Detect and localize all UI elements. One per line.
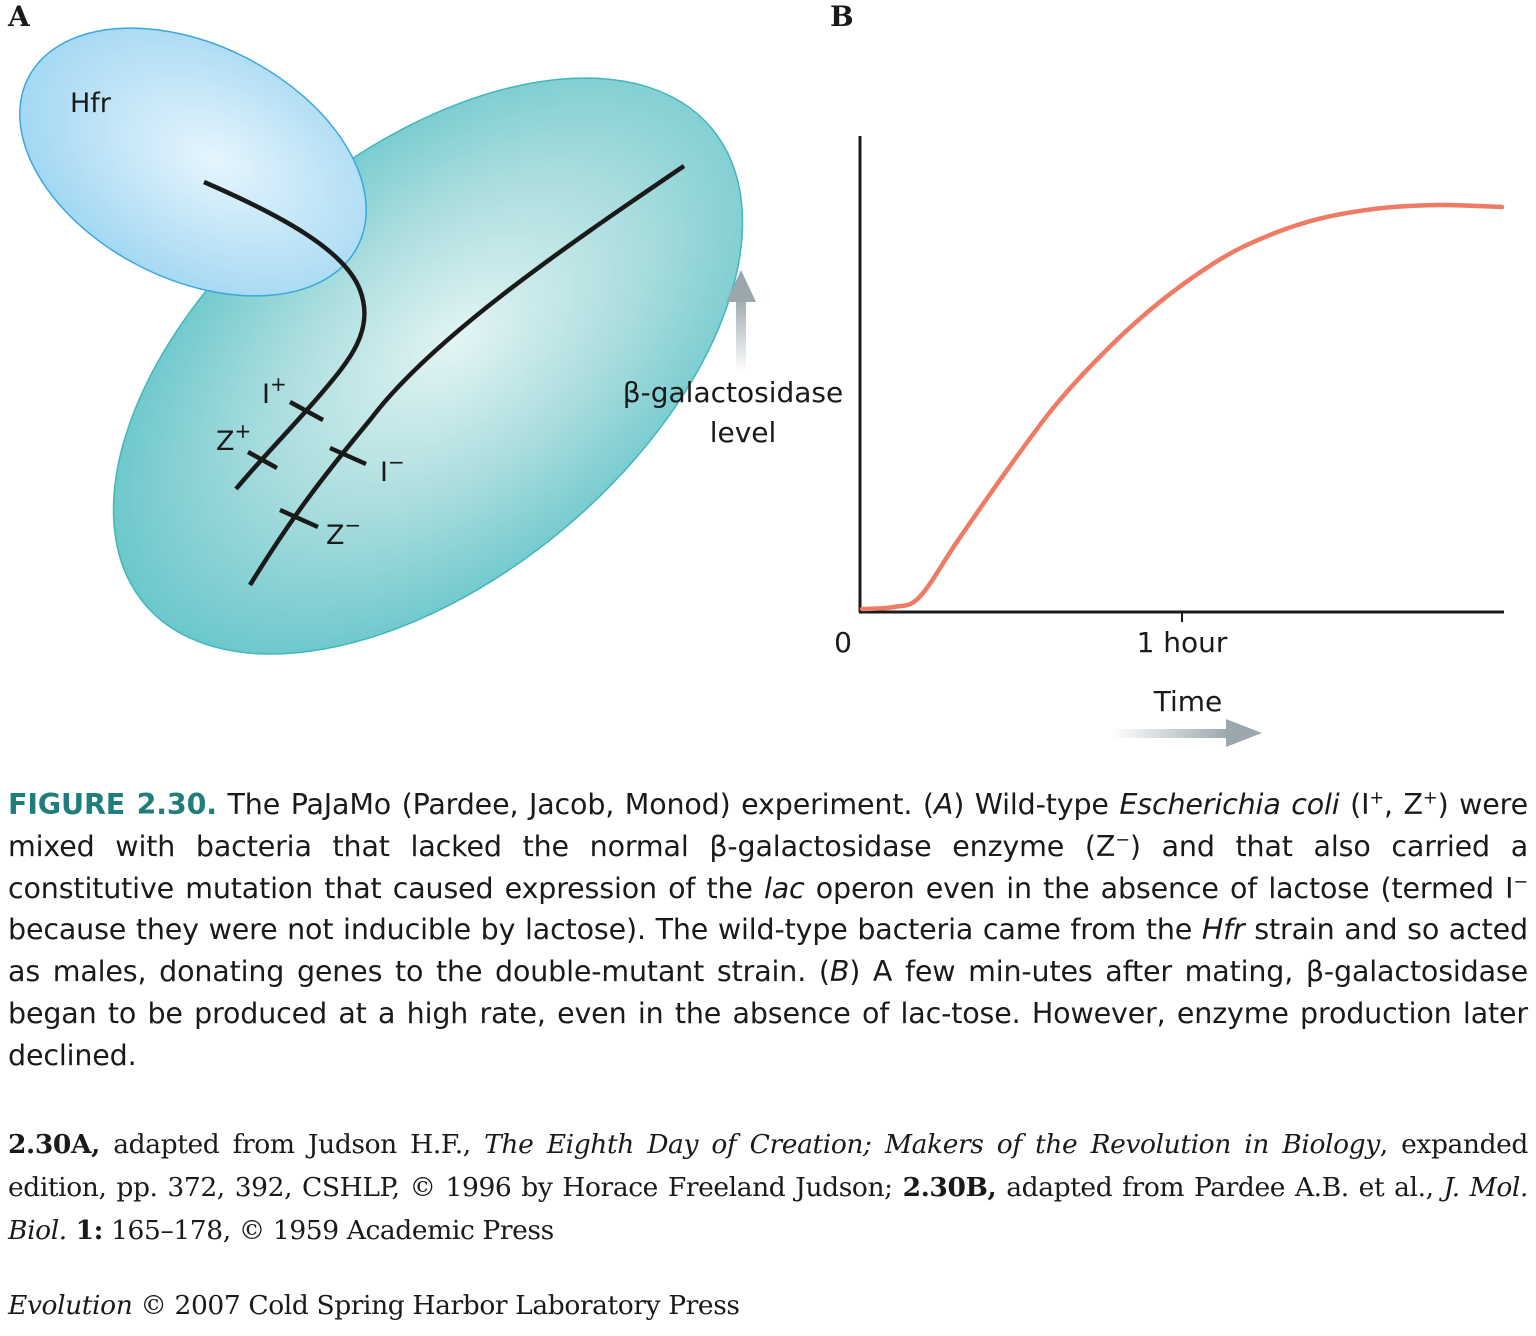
caption-superscript: +	[1369, 788, 1385, 809]
x-axis-arrow-head	[1226, 719, 1262, 747]
caption-text: ) were mixed with bacteria that lacked t…	[8, 788, 1528, 863]
caption-text: (I	[1339, 788, 1370, 821]
series-line-beta-galactosidase	[859, 202, 1505, 612]
x-axis-arrow-shaft	[1112, 729, 1230, 738]
caption-italic-species: Escherichia coli	[1119, 788, 1340, 821]
caption-italic-hfr: Hfr	[1201, 913, 1245, 947]
z-minus-label: Z−	[326, 513, 361, 551]
caption-italic-a: A	[933, 788, 954, 821]
panel-a-letter: A	[7, 0, 31, 33]
caption-text: ) A few min-utes after mating, β-galacto…	[8, 955, 1528, 1072]
i-plus-label: I+	[262, 372, 287, 410]
caption-superscript: −	[1513, 872, 1528, 893]
z-plus-label: Z+	[216, 419, 251, 457]
recipient-chromosome	[248, 164, 686, 587]
i-minus-tick	[329, 445, 367, 467]
z-plus-tick	[246, 450, 279, 470]
caption-text: ) Wild-type	[953, 788, 1120, 821]
y-axis-label-line2: level	[710, 416, 777, 449]
panel-b-letter: B	[830, 0, 854, 33]
copyright-footer: Evolution © 2007 Cold Spring Harbor Labo…	[8, 1290, 740, 1321]
i-plus-tick	[288, 400, 325, 422]
figure-caption: FIGURE 2.30. The PaJaMo (Pardee, Jacob, …	[8, 784, 1528, 1077]
credit-text: adapted from Pardee A.B. et al.,	[996, 1172, 1444, 1203]
caption-text: ) and that also carried a constitutive m…	[8, 829, 1529, 905]
figure-credit: 2.30A, adapted from Judson H.F., The Eig…	[8, 1123, 1528, 1252]
caption-text: The PaJaMo (Pardee, Jacob, Monod) experi…	[216, 788, 934, 821]
donor-dna-strand	[203, 179, 367, 491]
credit-text: 165–178, © 1959 Academic Press	[103, 1215, 554, 1246]
caption-text: operon even in the absence of lactose (t…	[804, 871, 1514, 905]
figure-label: FIGURE 2.30.	[8, 788, 217, 821]
footer-book-title: Evolution	[8, 1290, 133, 1321]
hfr-donor-cell	[19, 27, 367, 297]
credit-journal-title: J. Mol. Biol.	[8, 1172, 1529, 1246]
caption-superscript: +	[1422, 788, 1438, 809]
credit-volume: 1:	[66, 1215, 104, 1246]
caption-italic-b: B	[829, 955, 850, 989]
caption-text: because they were not inducible by lacto…	[8, 913, 1202, 947]
credit-bold-a: 2.30A,	[8, 1129, 100, 1160]
caption-text: , Z	[1384, 788, 1423, 821]
caption-italic-lac: lac	[763, 871, 805, 905]
caption-text: strain and so acted as males, donating g…	[8, 913, 1528, 989]
y-axis-label-line1: β-galactosidase	[623, 376, 843, 409]
credit-text: adapted from Judson H.F.,	[99, 1129, 485, 1160]
hfr-label: Hfr	[70, 88, 112, 119]
credit-bold-b: 2.30B,	[902, 1172, 997, 1203]
credit-book-title: The Eighth Day of Creation; Makers of th…	[484, 1129, 1380, 1160]
z-minus-tick	[279, 507, 319, 530]
y-axis-arrow-head	[726, 270, 756, 302]
caption-superscript: −	[1115, 830, 1130, 851]
i-minus-label: I−	[380, 450, 405, 488]
x-tick-origin-label: 0	[834, 626, 852, 659]
x-tick-1-label: 1 hour	[1137, 626, 1228, 659]
figure-art: A Hfr I+ Z+ I− Z− B β-galactosidase leve…	[7, 0, 1505, 747]
footer-text: © 2007 Cold Spring Harbor Laboratory Pre…	[132, 1290, 740, 1321]
y-axis-arrow-shaft	[736, 296, 746, 372]
credit-text: , expanded edition, pp. 372, 392, CSHLP,…	[8, 1129, 1528, 1203]
x-axis-label: Time	[1153, 685, 1223, 718]
